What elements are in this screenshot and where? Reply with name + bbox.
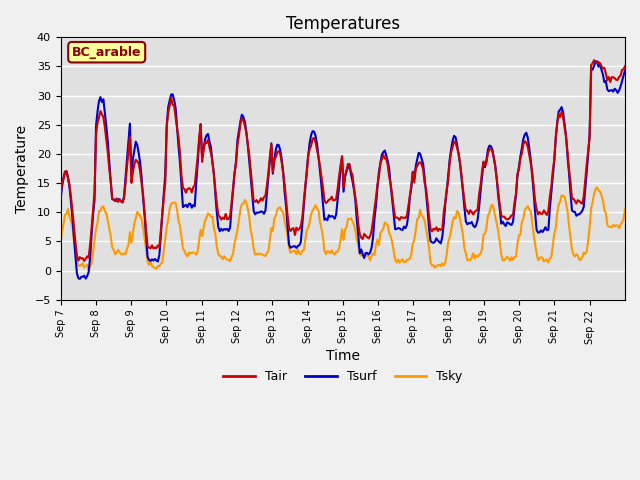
Title: Temperatures: Temperatures <box>286 15 400 33</box>
Legend: Tair, Tsurf, Tsky: Tair, Tsurf, Tsky <box>218 365 467 388</box>
Y-axis label: Temperature: Temperature <box>15 124 29 213</box>
Text: BC_arable: BC_arable <box>72 46 141 59</box>
X-axis label: Time: Time <box>326 349 360 363</box>
